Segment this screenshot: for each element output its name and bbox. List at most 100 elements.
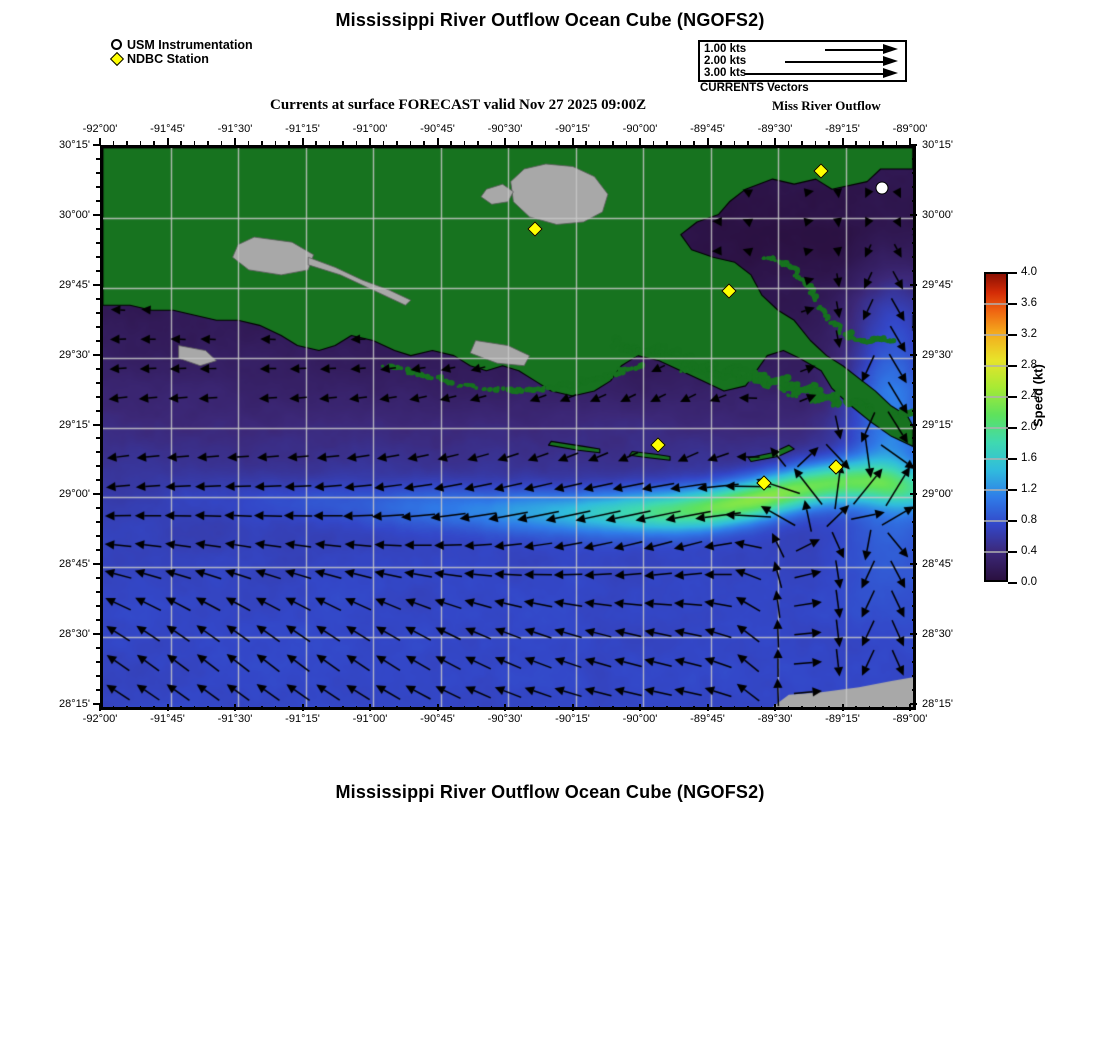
lat-major-tick: [93, 633, 100, 636]
lon-axis-label: -90°15': [555, 713, 590, 725]
lon-axis-label: -91°45': [150, 713, 185, 725]
colorbar-tick: [1008, 489, 1017, 491]
colorbar-title: Speed (kt): [1030, 364, 1046, 427]
colorbar-division: [984, 520, 1008, 522]
lon-axis-label: -89°15': [825, 123, 860, 135]
lat-axis-label: 29°00': [922, 488, 953, 501]
map-panel[interactable]: [100, 145, 916, 710]
colorbar-tick: [1008, 551, 1017, 553]
lon-axis-label: -91°15': [285, 123, 320, 135]
lon-axis-label: -91°00': [352, 713, 388, 725]
currents-vector-legend: 1.00 kts 2.00 kts 3.00 kts: [698, 40, 907, 82]
diamond-marker-icon: [109, 51, 125, 67]
lon-major-tick: [909, 138, 911, 145]
lon-axis-label: -90°00': [622, 123, 658, 135]
colorbar-division: [984, 303, 1008, 305]
page-footer-title: Mississippi River Outflow Ocean Cube (NG…: [335, 782, 765, 802]
lon-major-tick: [774, 138, 776, 145]
legend-label-usm: USM Instrumentation: [127, 38, 253, 52]
colorbar-tick: [1008, 396, 1017, 398]
colorbar-tick: [1008, 427, 1017, 429]
region-subtitle: Miss River Outflow: [772, 98, 881, 113]
lon-axis-label: -89°00': [892, 713, 928, 725]
lon-axis-label: -90°30': [487, 123, 523, 135]
lon-axis-label: -89°45': [690, 123, 725, 135]
vector-legend-label: 2.00 kts: [704, 55, 747, 67]
lon-axis-label: -89°30': [757, 713, 793, 725]
colorbar-tick-label: 1.6: [1021, 452, 1037, 464]
lon-axis-label: -92°00': [82, 713, 118, 725]
colorbar-tick: [1008, 303, 1017, 305]
lat-axis-label: 29°15': [922, 418, 953, 431]
lon-axis-label: -91°45': [150, 123, 185, 135]
legend-label-ndbc: NDBC Station: [127, 52, 209, 66]
lon-major-tick: [234, 138, 236, 145]
vector-arrow-icon: [883, 68, 898, 78]
lon-major-tick: [571, 138, 574, 145]
colorbar-tick: [1008, 520, 1017, 522]
lon-axis-label: -90°45': [420, 713, 455, 725]
lon-axis-label: -89°00': [892, 123, 928, 135]
vector-legend-shaft: [745, 73, 883, 75]
colorbar-tick-label: 1.2: [1021, 483, 1037, 495]
colorbar-division: [984, 334, 1008, 336]
vector-legend-label: 3.00 kts: [704, 67, 747, 79]
colorbar-tick-label: 4.0: [1021, 266, 1037, 278]
page-title: Mississippi River Outflow Ocean Cube (NG…: [335, 10, 765, 30]
lon-major-tick: [369, 138, 371, 145]
lat-axis-label: 28°45': [59, 558, 90, 571]
colorbar-tick-label: 3.2: [1021, 328, 1037, 340]
colorbar-tick-label: 0.0: [1021, 576, 1037, 588]
lat-major-tick: [93, 423, 100, 426]
colorbar-tick: [1008, 365, 1017, 367]
lat-major-tick: [93, 493, 100, 496]
colorbar-tick: [1008, 334, 1017, 336]
vector-legend-row-3: 3.00 kts: [700, 67, 905, 80]
lat-major-tick: [93, 144, 100, 146]
colorbar-tick: [1008, 458, 1017, 460]
lat-axis-label: 30°15': [59, 139, 90, 151]
lon-axis-label: -89°30': [757, 123, 793, 135]
vector-legend-shaft: [825, 49, 883, 51]
colorbar-tick-label: 0.8: [1021, 514, 1037, 526]
colorbar-tick-label: 2.8: [1021, 359, 1037, 371]
lat-axis-label: 30°00': [59, 208, 90, 221]
lon-major-tick: [166, 138, 169, 145]
colorbar-tick: [1008, 272, 1017, 274]
colorbar-division: [984, 551, 1008, 553]
lon-axis-label: -91°00': [352, 123, 388, 135]
lat-major-tick: [93, 283, 100, 286]
lat-major-tick: [93, 213, 100, 216]
lat-major-tick: [93, 563, 100, 566]
lon-major-tick: [99, 138, 101, 145]
lon-major-tick: [504, 138, 506, 145]
lon-axis-label: -91°15': [285, 713, 320, 725]
colorbar-tick-label: 2.4: [1021, 390, 1037, 402]
vector-arrow-icon: [883, 56, 898, 66]
lat-axis-label: 28°45': [922, 558, 953, 571]
lat-axis-label: 30°15': [922, 139, 953, 151]
colorbar-tick-label: 0.4: [1021, 545, 1037, 557]
lon-axis-label: -90°00': [622, 713, 658, 725]
colorbar-division: [984, 489, 1008, 491]
lat-axis-label: 29°30': [922, 348, 953, 361]
colorbar-division: [984, 396, 1008, 398]
lat-axis-label: 29°30': [59, 348, 90, 361]
lat-major-tick: [93, 703, 100, 705]
lon-major-tick: [436, 138, 439, 145]
lat-axis-label: 28°15': [59, 698, 90, 710]
lon-axis-label: -91°30': [217, 123, 253, 135]
vector-legend-label: 1.00 kts: [704, 43, 747, 55]
vector-legend-row-2: 2.00 kts: [700, 55, 905, 68]
lat-axis-label: 28°30': [922, 628, 953, 641]
lon-axis-label: -91°30': [217, 713, 253, 725]
forecast-subtitle: Currents at surface FORECAST valid Nov 2…: [270, 97, 647, 113]
usm-instrumentation-1[interactable]: [875, 181, 889, 195]
colorbar-tick-label: 3.6: [1021, 297, 1037, 309]
lon-axis-label: -90°45': [420, 123, 455, 135]
colorbar-tick: [1008, 582, 1017, 584]
lat-axis-label: 29°15': [59, 418, 90, 431]
lat-axis-label: 28°15': [922, 698, 953, 710]
lat-major-tick: [93, 353, 100, 356]
colorbar-division: [984, 427, 1008, 429]
